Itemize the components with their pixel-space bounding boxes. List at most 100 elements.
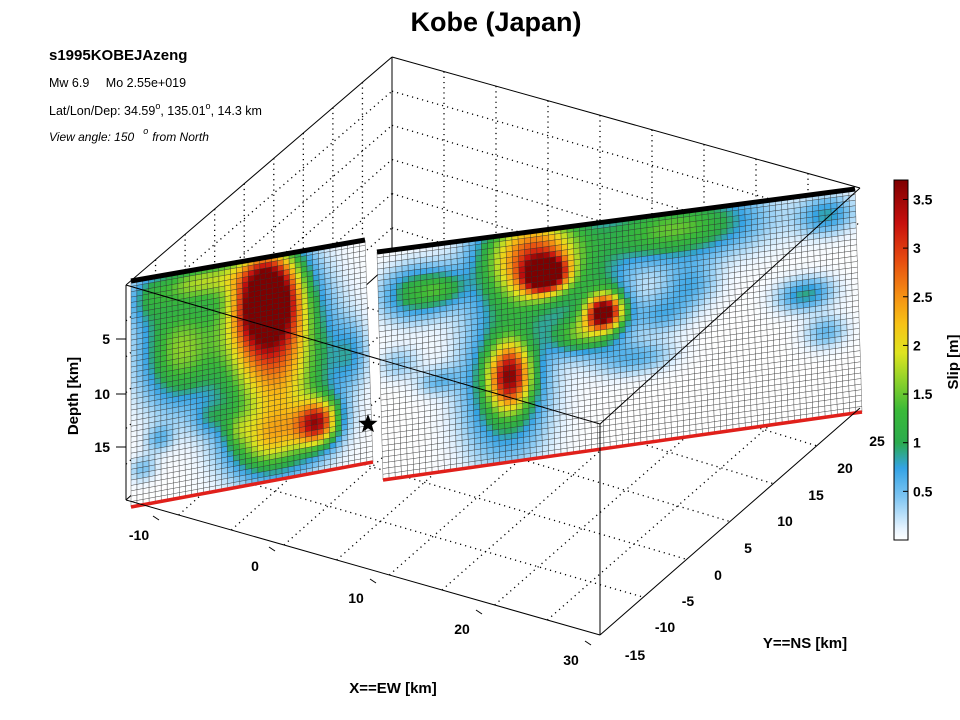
slip-cell <box>755 364 763 372</box>
slip-cell <box>498 428 506 436</box>
slip-cell <box>815 305 823 313</box>
slip-cell <box>443 436 450 444</box>
slip-cell <box>437 453 445 462</box>
slip-cell <box>417 382 424 390</box>
slip-cell <box>738 417 746 424</box>
slip-cell <box>483 311 490 318</box>
slip-cell <box>687 351 695 358</box>
slip-cell <box>478 357 485 365</box>
slip-cell <box>390 294 397 302</box>
slip-cell <box>601 368 609 376</box>
slip-cell <box>620 371 627 379</box>
slip-cell <box>472 369 479 377</box>
slip-cell <box>542 439 549 447</box>
slip-cell <box>530 253 538 261</box>
slip-cell <box>672 279 680 287</box>
slip-cell <box>762 391 770 399</box>
slip-cell <box>466 375 473 383</box>
slip-cell <box>470 284 477 292</box>
slip-cell <box>398 368 405 376</box>
slip-cell <box>411 394 419 402</box>
slip-cell <box>533 349 540 357</box>
slip-cell <box>836 397 844 405</box>
slip-cell <box>709 257 716 265</box>
slip-cell <box>829 370 837 378</box>
slip-cell <box>600 334 608 342</box>
slip-cell <box>559 397 566 404</box>
slip-cell <box>773 344 781 352</box>
slip-cell <box>801 245 808 253</box>
slip-cell <box>470 318 478 326</box>
slip-cell <box>486 452 494 460</box>
slip-cell <box>403 310 410 318</box>
slip-cell <box>385 335 392 343</box>
slip-cell <box>443 447 451 455</box>
slip-cell <box>415 320 423 327</box>
slip-cell <box>556 306 564 314</box>
slip-cell <box>379 336 386 344</box>
slip-cell <box>701 416 709 424</box>
slip-cell <box>643 334 651 342</box>
slip-cell <box>482 288 490 296</box>
slip-cell <box>709 280 717 288</box>
slip-cell <box>680 323 688 331</box>
slip-cell <box>743 382 751 390</box>
slip-cell <box>673 290 680 298</box>
slip-cell <box>525 282 532 290</box>
slip-cell <box>696 237 703 244</box>
slip-cell <box>770 255 778 263</box>
slip-cell <box>547 421 555 429</box>
slip-cell <box>692 299 699 307</box>
slip-cell <box>629 279 637 287</box>
slip-cell <box>791 342 799 350</box>
slip-cell <box>797 307 804 315</box>
slip-cell <box>499 246 507 253</box>
slip-cell <box>715 245 722 253</box>
slip-cell <box>662 332 669 339</box>
slip-cell <box>826 259 833 266</box>
slip-cell <box>617 264 624 272</box>
slip-cell <box>790 291 797 299</box>
slip-cell <box>675 352 682 360</box>
slip-cell <box>851 266 858 274</box>
slip-cell <box>814 277 822 285</box>
slip-cell <box>795 257 803 265</box>
slip-cell <box>726 418 734 426</box>
slip-cell <box>543 274 551 282</box>
slip-cell <box>461 416 468 424</box>
slip-cell <box>835 364 843 371</box>
slip-cell <box>455 434 463 442</box>
slip-cell <box>642 283 649 291</box>
slip-cell <box>461 422 469 430</box>
slip-cell <box>630 302 638 310</box>
view-from: from North <box>152 130 209 144</box>
slip-cell <box>652 429 660 437</box>
slip-cell <box>751 229 759 237</box>
slip-cell <box>813 255 821 262</box>
slip-cell <box>497 377 504 385</box>
slip-cell <box>566 231 574 239</box>
slip-cell <box>640 233 648 240</box>
slip-cell <box>734 293 742 301</box>
slip-cell <box>432 260 440 268</box>
slip-cell <box>435 391 443 399</box>
slip-cell <box>798 347 805 354</box>
slip-cell <box>555 244 562 252</box>
slip-cell <box>787 202 795 210</box>
slip-cell <box>640 425 647 433</box>
slip-cell <box>666 263 673 271</box>
slip-cell <box>435 363 442 370</box>
slip-cell <box>749 376 757 384</box>
slip-cell <box>694 389 702 397</box>
slip-cell <box>418 411 425 419</box>
slip-cell <box>760 335 768 343</box>
slip-cell <box>564 345 571 353</box>
slip-cell <box>441 362 448 370</box>
slip-cell <box>480 448 488 455</box>
slip-cell <box>658 219 666 227</box>
slip-cell <box>563 322 571 330</box>
slip-cell <box>575 298 582 306</box>
slip-cell <box>516 403 523 410</box>
slip-cell <box>843 234 851 241</box>
slip-cell <box>692 322 700 329</box>
